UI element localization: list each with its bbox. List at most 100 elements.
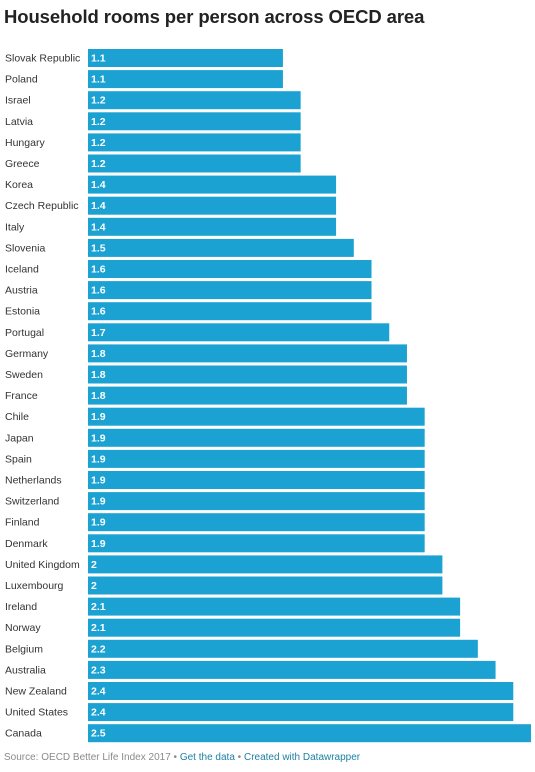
value-label: 1.5: [91, 242, 106, 254]
value-label: 1.1: [91, 74, 106, 86]
bar-row: Korea 1.4: [5, 175, 337, 194]
value-label: 1.9: [91, 453, 106, 465]
value-label: 2.3: [91, 664, 106, 676]
value-label: 1.6: [91, 264, 106, 276]
category-label: Iceland: [5, 264, 39, 276]
bar: [88, 323, 390, 342]
bar: [88, 703, 514, 722]
bar-row: Iceland 1.6: [5, 260, 372, 278]
bar-row: United Kingdom 2: [5, 555, 443, 574]
value-label: 1.9: [91, 496, 106, 508]
category-label: Netherlands: [5, 475, 62, 487]
category-label: Denmark: [5, 538, 48, 550]
bar: [88, 492, 425, 511]
bar-row: Hungary 1.2: [5, 133, 301, 152]
bar: [88, 281, 372, 300]
bar-row: Slovak Republic 1.1: [5, 49, 283, 67]
value-label: 1.4: [91, 221, 106, 233]
bar: [88, 639, 478, 658]
category-label: Israel: [5, 95, 31, 107]
bar: [88, 91, 301, 110]
bar: [88, 344, 407, 363]
category-label: Finland: [5, 517, 40, 529]
bar-row: Greece 1.2: [5, 154, 301, 173]
bar-row: Czech Republic 1.4: [5, 196, 337, 215]
category-label: Norway: [5, 622, 41, 634]
category-label: Slovenia: [5, 242, 45, 254]
category-label: Estonia: [5, 306, 40, 318]
bar-row: United States 2.4: [5, 703, 514, 722]
category-label: Ireland: [5, 601, 37, 613]
value-label: 1.2: [91, 95, 106, 107]
bar: [88, 196, 337, 215]
category-label: France: [5, 390, 38, 402]
bar-row: Israel 1.2: [5, 91, 301, 110]
bar: [88, 724, 531, 743]
bar: [88, 260, 372, 278]
value-label: 1.9: [91, 411, 106, 423]
bar: [88, 365, 407, 384]
bar-row: Sweden 1.8: [5, 365, 407, 384]
bar-row: Estonia 1.6: [5, 302, 372, 321]
category-label: United Kingdom: [5, 559, 80, 571]
bar-row: Chile 1.9: [5, 407, 425, 426]
bar-row: Italy 1.4: [5, 217, 337, 236]
value-label: 1.1: [91, 53, 106, 65]
bar: [88, 449, 425, 468]
separator: •: [173, 752, 178, 763]
category-label: Czech Republic: [5, 200, 79, 212]
bar-row: Portugal 1.7: [5, 323, 390, 342]
bar-row: Latvia 1.2: [5, 112, 301, 131]
category-label: Slovak Republic: [5, 53, 80, 65]
bar: [88, 618, 461, 637]
category-label: Luxembourg: [5, 580, 64, 592]
bar: [88, 154, 301, 173]
bar-row: Finland 1.9: [5, 513, 425, 532]
value-label: 1.8: [91, 390, 106, 402]
category-label: Canada: [5, 728, 42, 740]
category-label: United States: [5, 707, 68, 719]
category-label: Sweden: [5, 369, 43, 381]
bar: [88, 302, 372, 321]
created-with-datawrapper-link[interactable]: Created with Datawrapper: [243, 752, 361, 763]
bar: [88, 49, 283, 67]
bar-row: France 1.8: [5, 386, 407, 405]
bar-row: Slovenia 1.5: [5, 238, 354, 257]
bar: [88, 534, 425, 553]
bar: [88, 386, 407, 405]
separator: •: [237, 752, 242, 763]
bar-row: Netherlands 1.9: [5, 471, 425, 489]
category-label: Japan: [5, 432, 34, 444]
value-label: 1.2: [91, 116, 106, 128]
bar-row: New Zealand 2.4: [5, 682, 514, 700]
category-label: Latvia: [5, 116, 33, 128]
bar: [88, 513, 425, 532]
category-label: Portugal: [5, 327, 44, 339]
bar-row: Poland 1.1: [5, 70, 283, 89]
value-label: 1.9: [91, 432, 106, 444]
bar-row: Spain 1.9: [5, 449, 425, 468]
bar: [88, 660, 496, 679]
bar: [88, 175, 337, 194]
bar-row: Ireland 2.1: [5, 597, 461, 616]
get-the-data-link[interactable]: Get the data: [179, 752, 235, 763]
value-label: 2: [91, 580, 97, 592]
bar: [88, 597, 461, 616]
bar-row: Japan 1.9: [5, 428, 425, 447]
category-label: Switzerland: [5, 496, 59, 508]
bar-row: Luxembourg 2: [5, 576, 443, 595]
category-label: New Zealand: [5, 686, 67, 698]
value-label: 1.2: [91, 158, 106, 170]
value-label: 1.8: [91, 369, 106, 381]
category-label: Australia: [5, 664, 46, 676]
value-label: 1.9: [91, 475, 106, 487]
category-label: Austria: [5, 285, 38, 297]
bar-row: Switzerland 1.9: [5, 492, 425, 511]
value-label: 2.4: [91, 686, 106, 698]
category-label: Greece: [5, 158, 40, 170]
value-label: 1.6: [91, 285, 106, 297]
bar: [88, 428, 425, 447]
category-label: Poland: [5, 74, 38, 86]
bar: [88, 471, 425, 489]
